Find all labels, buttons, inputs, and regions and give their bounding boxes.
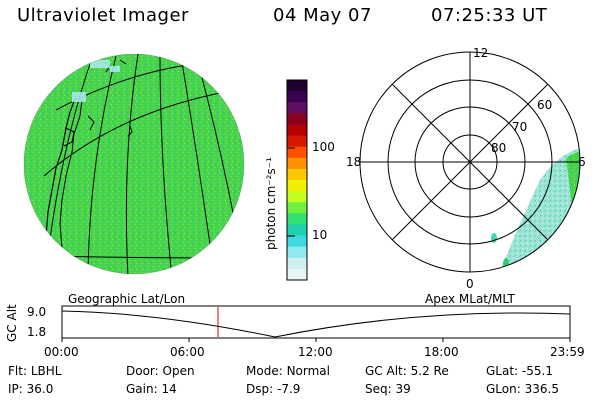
colorbar-band: [287, 157, 307, 170]
geographic-image: [23, 53, 245, 275]
date-label: 04 May 07: [273, 5, 372, 26]
colorbar-tick-100: 100: [312, 140, 335, 154]
colorbar-tick-10: 10: [312, 228, 328, 242]
mlt-12-label: 12: [473, 46, 489, 60]
y-tick-1-8: 1.8: [27, 325, 47, 339]
colorbar-band: [287, 246, 307, 259]
colorbar-unit-label: photon cm⁻²s⁻¹: [264, 157, 278, 250]
altitude-plot: [61, 305, 571, 342]
colorbar-band: [287, 257, 307, 270]
colorbar-band: [287, 102, 307, 114]
colorbar-band: [287, 213, 307, 225]
apex-label: Apex MLat/MLT: [425, 292, 515, 306]
info-glat: GLat: -55.1: [486, 364, 553, 378]
info-door: Door: Open: [126, 364, 195, 378]
color-bar: [286, 79, 308, 281]
info-dsp: Dsp: -7.9: [246, 382, 301, 396]
colorbar-band: [287, 202, 307, 214]
colorbar-band: [287, 180, 307, 192]
mlt-0-label: 0: [466, 277, 474, 291]
colorbar-band: [287, 235, 307, 248]
y-tick-9: 9.0: [27, 305, 47, 319]
colorbar-band: [287, 268, 307, 281]
x-tick-2359: 23:59: [550, 345, 585, 359]
info-mode: Mode: Normal: [246, 364, 330, 378]
x-tick-1800: 18:00: [424, 345, 459, 359]
colorbar-band: [287, 124, 307, 137]
colorbar-band: [287, 91, 307, 103]
gc-alt-axis-label: GC Alt: [5, 304, 19, 342]
lat-70-label: 70: [512, 120, 528, 134]
colorbar-band: [287, 168, 307, 181]
mlt-18-label: 18: [346, 155, 362, 169]
instrument-title: Ultraviolet Imager: [17, 5, 189, 26]
colorbar-band: [287, 113, 307, 125]
colorbar-band: [287, 80, 307, 92]
x-tick-1200: 12:00: [298, 345, 333, 359]
geographic-label: Geographic Lat/Lon: [68, 292, 186, 306]
info-seq: Seq: 39: [365, 382, 411, 396]
colorbar-band: [287, 191, 307, 203]
time-label: 07:25:33 UT: [431, 5, 548, 26]
x-tick-0000: 00:00: [44, 345, 79, 359]
info-gc-alt: GC Alt: 5.2 Re: [365, 364, 449, 378]
colorbar-band: [287, 146, 307, 159]
info-glon: GLon: 336.5: [486, 382, 559, 396]
info-ip: IP: 36.0: [8, 382, 54, 396]
mlt-6-label: 6: [578, 155, 586, 169]
colorbar-band: [287, 135, 307, 148]
info-flt: Flt: LBHL: [8, 364, 62, 378]
info-gain: Gain: 14: [126, 382, 177, 396]
x-tick-0600: 06:00: [170, 345, 205, 359]
polar-plot: [359, 51, 581, 273]
colorbar-band: [287, 224, 307, 237]
lat-80-label: 80: [491, 141, 507, 155]
lat-60-label: 60: [537, 98, 553, 112]
